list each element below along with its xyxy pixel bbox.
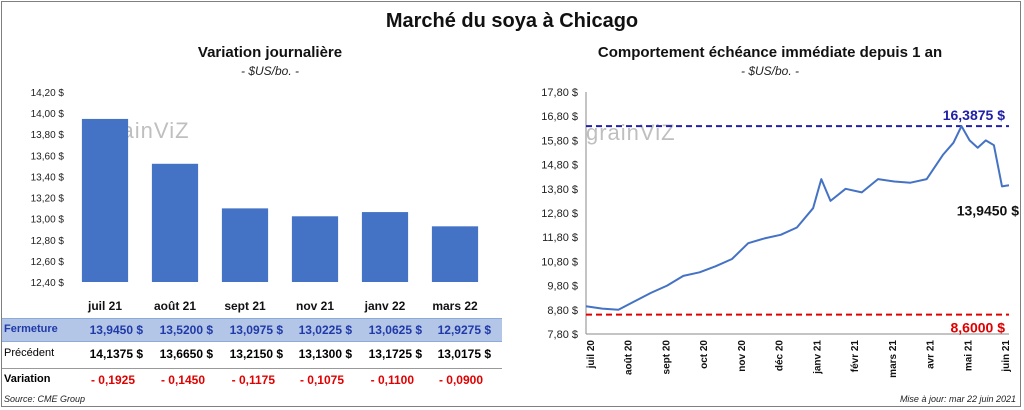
x-tick-label: janv 22 <box>364 299 406 313</box>
x-tick-label: août 21 <box>154 299 196 313</box>
y-tick-label: 14,20 $ <box>31 88 65 99</box>
table-row-variation: Variation - 0,1925 - 0,1450 - 0,1175 - 0… <box>2 368 502 391</box>
x-tick-label: sept 20 <box>661 340 672 375</box>
y-tick-label: 13,20 $ <box>31 194 65 205</box>
x-tick-label: févr 21 <box>850 340 861 373</box>
y-tick-label: 8,80 $ <box>547 305 578 317</box>
bar <box>361 212 409 282</box>
row-label-precedent: Précédent <box>4 347 55 359</box>
x-tick-label: oct 20 <box>699 340 710 369</box>
high-label: 16,3875 $ <box>943 107 1005 123</box>
bar-chart: grainViZ 12,40 $12,60 $12,80 $13,00 $13,… <box>31 88 479 313</box>
y-tick-label: 14,00 $ <box>31 109 65 120</box>
fermeture-cell: 13,5200 $ <box>159 323 213 337</box>
x-tick-label: août 20 <box>624 340 635 375</box>
y-tick-label: 12,80 $ <box>31 236 65 247</box>
line-chart-title: Comportement échéance immédiate depuis 1… <box>597 44 943 61</box>
bar <box>81 118 129 282</box>
y-tick-label: 13,40 $ <box>31 172 65 183</box>
variation-cell: - 0,1075 <box>299 373 344 387</box>
y-tick-label: 12,60 $ <box>31 257 65 268</box>
source-note: Source: CME Group <box>4 394 86 404</box>
bar <box>431 226 479 282</box>
variation-cell: - 0,1175 <box>231 373 275 387</box>
fermeture-cell: 13,0225 $ <box>298 323 352 337</box>
bar <box>221 208 269 282</box>
y-tick-label: 13,00 $ <box>31 215 65 226</box>
last-value-label: 13,9450 $ <box>957 202 1019 218</box>
bar <box>291 216 339 282</box>
table-row-precedent: Précédent 14,1375 $ 13,6650 $ 13,2150 $ … <box>2 343 502 365</box>
x-tick-label: mars 22 <box>432 299 478 313</box>
bar-chart-unit: - $US/bo. - <box>240 64 300 78</box>
precedent-cell: 13,2150 $ <box>229 347 283 361</box>
row-label-variation: Variation <box>4 373 51 385</box>
y-tick-label: 13,80 $ <box>31 130 65 141</box>
y-tick-label: 15,80 $ <box>541 135 578 147</box>
x-tick-label: juil 21 <box>87 299 122 313</box>
y-tick-label: 14,80 $ <box>541 160 578 172</box>
y-tick-label: 12,80 $ <box>541 208 578 220</box>
y-tick-label: 11,80 $ <box>542 232 578 244</box>
precedent-cell: 13,1725 $ <box>368 347 422 361</box>
low-label: 8,6000 $ <box>951 320 1006 336</box>
variation-cell: - 0,1450 <box>160 373 205 387</box>
y-tick-label: 10,80 $ <box>541 256 578 268</box>
y-tick-label: 12,40 $ <box>31 278 65 289</box>
variation-cell: - 0,1925 <box>90 373 135 387</box>
precedent-cell: 13,6650 $ <box>159 347 213 361</box>
fermeture-cell: 13,0975 $ <box>229 323 283 337</box>
x-tick-label: nov 21 <box>296 299 334 313</box>
x-tick-label: juil 20 <box>586 340 597 370</box>
fermeture-cell: 13,9450 $ <box>89 323 143 337</box>
x-tick-label: déc 20 <box>775 340 786 372</box>
bar-chart-title: Variation journalière <box>197 44 343 61</box>
x-tick-label: sept 21 <box>224 299 266 313</box>
fermeture-cell: 12,9275 $ <box>437 323 491 337</box>
y-tick-label: 13,60 $ <box>31 151 65 162</box>
x-tick-label: mars 21 <box>888 340 899 378</box>
line-chart-unit: - $US/bo. - <box>740 64 800 78</box>
watermark: grainViZ <box>586 120 676 145</box>
precedent-cell: 14,1375 $ <box>89 347 143 361</box>
y-tick-label: 9,80 $ <box>547 281 578 293</box>
precedent-cell: 13,1300 $ <box>298 347 352 361</box>
main-title: Marché du soya à Chicago <box>385 10 639 32</box>
x-tick-label: janv 21 <box>812 340 823 375</box>
x-tick-label: mai 21 <box>963 340 974 372</box>
price-series-line <box>585 125 1010 311</box>
y-tick-label: 13,80 $ <box>541 184 578 196</box>
x-tick-label: juin 21 <box>1001 340 1012 373</box>
bar <box>151 163 199 282</box>
row-label-fermeture: Fermeture <box>4 323 58 335</box>
precedent-cell: 13,0175 $ <box>437 347 491 361</box>
fermeture-cell: 13,0625 $ <box>368 323 422 337</box>
y-tick-label: 16,80 $ <box>541 111 578 123</box>
y-tick-label: 17,80 $ <box>541 87 578 99</box>
y-tick-label: 7,80 $ <box>547 329 578 341</box>
variation-cell: - 0,0900 <box>438 373 483 387</box>
update-note: Mise à jour: mar 22 juin 2021 <box>899 394 1016 404</box>
x-tick-label: avr 21 <box>926 340 937 369</box>
variation-cell: - 0,1100 <box>370 373 414 387</box>
x-tick-label: nov 20 <box>737 340 748 372</box>
line-chart: grainViZ 7,80 $ 8,80 $ 9,80 $ 10,80 $ 11,80 … <box>541 87 1019 378</box>
table-row-fermeture: Fermeture 13,9450 $ 13,5200 $ 13,0975 $ … <box>2 318 502 342</box>
